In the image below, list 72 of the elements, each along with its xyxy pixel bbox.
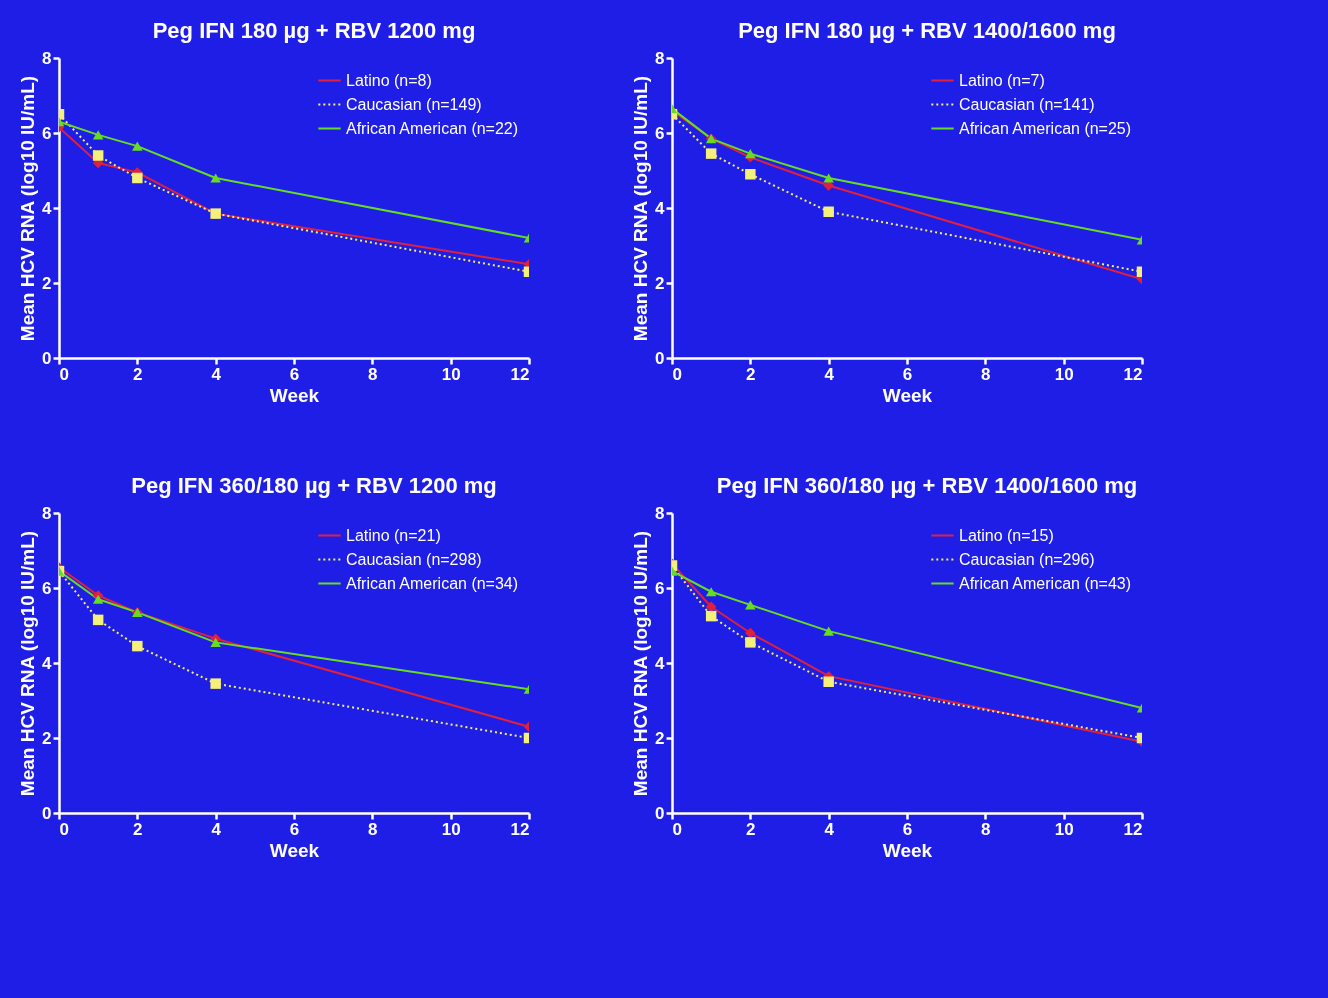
y-tick-label: 8 <box>42 503 52 523</box>
chart-title: Peg IFN 180 µg + RBV 1400/1600 mg <box>738 18 1116 43</box>
x-axis-title: Week <box>882 839 933 861</box>
x-tick-label: 4 <box>824 819 835 839</box>
legend-label: Latino (n=15) <box>959 526 1054 544</box>
y-axis-title: Mean HCV RNA (log10 IU/mL) <box>17 75 39 342</box>
chart-title: Peg IFN 360/180 µg + RBV 1200 mg <box>131 473 497 498</box>
legend-label: African American (n=43) <box>959 574 1132 592</box>
y-tick-label: 0 <box>42 348 52 368</box>
x-tick-label: 0 <box>59 819 69 839</box>
y-tick-label: 8 <box>655 503 665 523</box>
y-tick-label: 4 <box>42 198 53 218</box>
y-tick-label: 0 <box>655 348 665 368</box>
x-tick-label: 6 <box>902 819 913 839</box>
x-tick-label: 10 <box>441 364 461 384</box>
y-tick-label: 6 <box>42 123 52 143</box>
legend-label: Caucasian (n=296) <box>959 550 1095 568</box>
y-tick-label: 4 <box>655 653 666 673</box>
y-axis-title: Mean HCV RNA (log10 IU/mL) <box>630 75 652 342</box>
x-tick-label: 6 <box>289 364 300 384</box>
legend-label: African American (n=25) <box>959 119 1132 137</box>
x-tick-label: 10 <box>1054 819 1074 839</box>
y-axis-title: Mean HCV RNA (log10 IU/mL) <box>17 530 39 797</box>
y-tick-label: 2 <box>42 728 52 748</box>
x-tick-label: 8 <box>368 819 378 839</box>
x-tick-label: 12 <box>510 364 530 384</box>
y-tick-label: 2 <box>42 273 52 293</box>
x-tick-label: 4 <box>211 819 222 839</box>
x-tick-label: 6 <box>289 819 300 839</box>
x-axis-title: Week <box>269 384 320 406</box>
chart-title: Peg IFN 360/180 µg + RBV 1400/1600 mg <box>716 473 1138 498</box>
x-axis-title: Week <box>882 384 933 406</box>
x-tick-label: 12 <box>510 819 530 839</box>
y-tick-label: 8 <box>655 48 665 68</box>
legend-label: African American (n=34) <box>346 574 519 592</box>
y-tick-label: 2 <box>655 273 665 293</box>
x-tick-label: 12 <box>1123 819 1143 839</box>
x-tick-label: 0 <box>672 819 682 839</box>
x-tick-label: 2 <box>133 364 143 384</box>
x-axis-title: Week <box>269 839 320 861</box>
x-tick-label: 4 <box>824 364 835 384</box>
legend-label: African American (n=22) <box>346 119 519 137</box>
legend-label: Latino (n=21) <box>346 526 441 544</box>
x-tick-label: 10 <box>1054 364 1074 384</box>
y-tick-label: 6 <box>655 123 665 143</box>
y-axis-title: Mean HCV RNA (log10 IU/mL) <box>630 530 652 797</box>
y-tick-label: 2 <box>655 728 665 748</box>
y-tick-label: 6 <box>42 578 52 598</box>
x-tick-label: 8 <box>981 819 991 839</box>
legend-label: Latino (n=8) <box>346 71 432 89</box>
y-tick-label: 8 <box>42 48 52 68</box>
y-tick-label: 6 <box>655 578 665 598</box>
x-tick-label: 6 <box>902 364 913 384</box>
x-tick-label: 2 <box>746 819 756 839</box>
x-tick-label: 8 <box>368 364 378 384</box>
x-tick-label: 2 <box>746 364 756 384</box>
legend-label: Latino (n=7) <box>959 71 1045 89</box>
x-tick-label: 10 <box>441 819 461 839</box>
y-tick-label: 4 <box>655 198 666 218</box>
y-tick-label: 4 <box>42 653 53 673</box>
y-tick-label: 0 <box>42 803 52 823</box>
x-tick-label: 0 <box>672 364 682 384</box>
legend-label: Caucasian (n=298) <box>346 550 482 568</box>
chart-title: Peg IFN 180 µg + RBV 1200 mg <box>152 18 476 43</box>
legend-label: Caucasian (n=149) <box>346 95 482 113</box>
x-tick-label: 12 <box>1123 364 1143 384</box>
y-tick-label: 0 <box>655 803 665 823</box>
x-tick-label: 4 <box>211 364 222 384</box>
legend-label: Caucasian (n=141) <box>959 95 1095 113</box>
x-tick-label: 0 <box>59 364 69 384</box>
x-tick-label: 2 <box>133 819 143 839</box>
x-tick-label: 8 <box>981 364 991 384</box>
